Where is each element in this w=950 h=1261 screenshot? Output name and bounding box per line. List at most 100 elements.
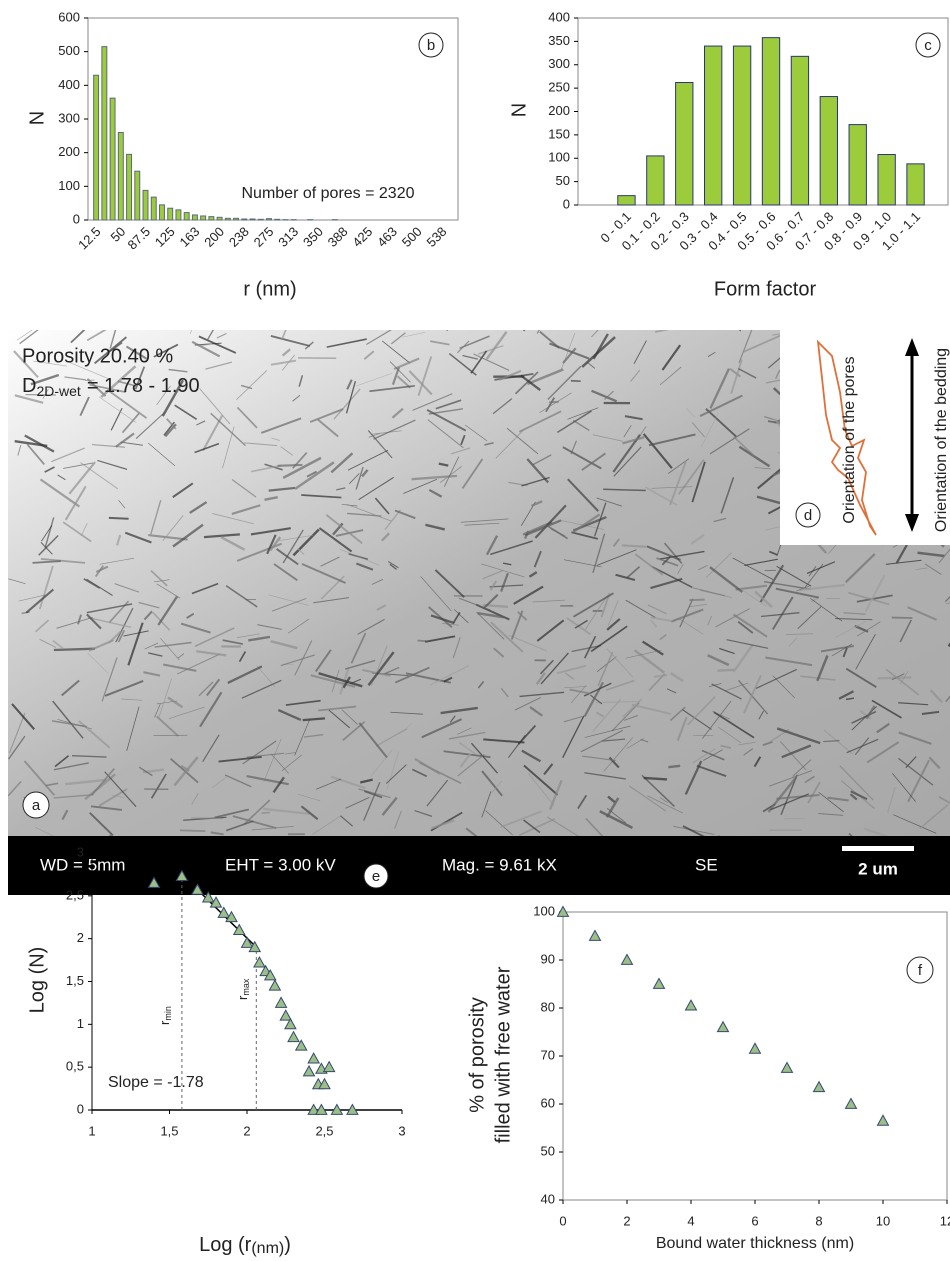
texture-stroke: [180, 830, 205, 831]
y-tick-label: 70: [541, 1047, 555, 1062]
panel-label: e: [372, 868, 380, 885]
porosity-label: Porosity 20.40 %: [22, 345, 173, 367]
texture-stroke: [668, 766, 680, 767]
x-tick-label: 1: [88, 1123, 95, 1138]
x-tick-label: 163: [177, 224, 203, 250]
y-tick-label: 300: [548, 56, 570, 71]
y-tick-label: 200: [58, 144, 80, 159]
texture-stroke: [524, 312, 534, 331]
point: [558, 907, 569, 917]
y-tick-label: 100: [533, 903, 555, 918]
x-tick-label: 6: [751, 1213, 758, 1228]
point: [814, 1082, 825, 1092]
x-axis-title: Log (r(nm)): [199, 1234, 291, 1257]
y-tick-label: 400: [548, 9, 570, 24]
texture-stroke: [622, 545, 646, 546]
fractal-symbol: D: [22, 375, 36, 397]
point: [686, 1000, 697, 1010]
info-text: SE: [695, 855, 718, 874]
point: [254, 957, 265, 967]
bar: [275, 219, 280, 220]
bar: [160, 205, 165, 220]
scale-bar: [842, 846, 914, 851]
x-axis-title: Bound water thickness (nm): [656, 1235, 854, 1252]
x-tick-label: 12: [940, 1213, 950, 1228]
fractal-value: = 1.78 - 1.90: [87, 375, 200, 397]
info-text: EHT = 3.00 kV: [225, 855, 336, 874]
bar: [143, 190, 148, 220]
bar: [209, 217, 214, 220]
x-tick-label: 2,5: [315, 1123, 333, 1138]
y-tick-label: 2,5: [66, 887, 84, 902]
bar: [225, 218, 230, 220]
y-tick-label: 600: [58, 9, 80, 24]
page: Porosity 20.40 % D2D-wet= 1.78 - 1.90 a …: [0, 0, 950, 1261]
point: [288, 1032, 299, 1042]
y-axis-title: filled with free water: [492, 966, 514, 1143]
bar: [135, 171, 140, 220]
y-axis-title: N: [26, 111, 48, 125]
point: [590, 931, 601, 941]
bar: [258, 219, 263, 220]
x-tick-label: 12.5: [75, 224, 104, 253]
y-tick-label: 3: [77, 844, 84, 859]
bar: [733, 46, 750, 205]
point: [304, 1066, 315, 1076]
scale-label: 2 um: [858, 859, 898, 878]
point: [846, 1099, 857, 1109]
texture-stroke: [689, 600, 704, 601]
x-tick-label: 125: [152, 224, 178, 250]
x-tick-label: 350: [300, 224, 326, 250]
point: [654, 979, 665, 989]
rmax-label: rmax: [235, 978, 251, 1000]
figure: Porosity 20.40 % D2D-wet= 1.78 - 1.90 a …: [0, 0, 950, 1261]
bar: [676, 83, 693, 205]
annotation: Number of pores = 2320: [242, 185, 415, 202]
bar: [192, 215, 197, 220]
y-tick-label: 0: [73, 211, 80, 226]
x-axis-title: Form factor: [714, 278, 817, 300]
x-tick-label: 200: [201, 224, 227, 250]
x-tick-label: 4: [687, 1213, 694, 1228]
y-tick-label: 80: [541, 999, 555, 1014]
point: [276, 997, 287, 1007]
texture-stroke: [278, 465, 303, 466]
bar: [201, 216, 206, 220]
y-axis-title: % of porosity: [466, 997, 488, 1113]
y-tick-label: 50: [541, 1143, 555, 1158]
point: [782, 1063, 793, 1073]
y-tick-label: 50: [556, 173, 570, 188]
point: [324, 1062, 335, 1072]
y-tick-label: 200: [548, 103, 570, 118]
y-tick-label: 300: [58, 110, 80, 125]
x-tick-label: 1,5: [160, 1123, 178, 1138]
x-tick-label: 500: [399, 224, 425, 250]
panel-label: d: [804, 507, 812, 524]
y-tick-label: 1,5: [66, 973, 84, 988]
y-tick-label: 60: [541, 1095, 555, 1110]
bar: [618, 196, 635, 205]
y-tick-label: 0: [77, 1101, 84, 1116]
bar: [168, 208, 173, 220]
x-title-main: Log (r: [199, 1234, 252, 1256]
y-axis-title: Log (N): [26, 947, 48, 1014]
x-tick-label: 10: [876, 1213, 890, 1228]
bar: [791, 56, 808, 205]
annotation: Slope = -1.78: [108, 1074, 204, 1091]
bar: [217, 217, 222, 220]
y-tick-label: 100: [58, 178, 80, 193]
bedding-orientation: Orientation of the bedding: [933, 348, 950, 532]
bar: [849, 125, 866, 205]
x-tick-label: 538: [423, 224, 449, 250]
fractal-subscript: 2D-wet: [36, 383, 80, 399]
x-tick-label: 425: [349, 224, 375, 250]
y-tick-label: 150: [548, 126, 570, 141]
y-tick-label: 100: [548, 150, 570, 165]
bar: [118, 132, 123, 220]
bar: [184, 213, 189, 220]
y-tick-label: 250: [548, 80, 570, 95]
bar: [102, 47, 107, 220]
texture-stroke: [447, 319, 453, 331]
y-tick-label: 350: [548, 33, 570, 48]
bar: [242, 219, 247, 220]
